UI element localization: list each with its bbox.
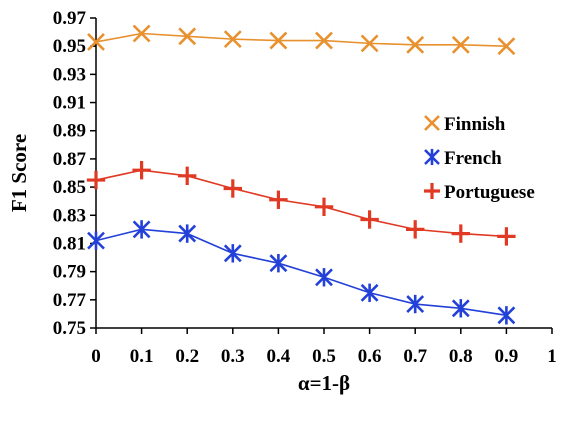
legend-marker-finnish (424, 115, 440, 131)
data-point-french (315, 268, 333, 287)
x-tick-label: 0.5 (312, 346, 336, 367)
data-point-finnish (360, 34, 379, 53)
data-point-portuguese (451, 224, 470, 243)
data-point-portuguese (132, 160, 151, 180)
x-tick-label: 0.2 (175, 346, 199, 367)
data-point-portuguese (86, 170, 106, 190)
series-line-french (95, 228, 507, 317)
data-point-finnish (451, 35, 470, 54)
data-point-french (497, 306, 516, 325)
y-tick-label: 0.75 (53, 318, 86, 339)
y-axis-title: F1 Score (7, 134, 31, 212)
data-point-finnish (132, 24, 151, 43)
x-tick-label: 0.3 (221, 346, 245, 367)
series-finnish (87, 24, 516, 56)
legend-label-finnish: Finnish (444, 114, 506, 135)
data-point-portuguese (497, 227, 516, 246)
legend-marker-french (424, 148, 440, 166)
x-tick-label: 0.1 (130, 346, 154, 367)
y-tick-label: 0.95 (53, 36, 86, 57)
data-point-french (406, 294, 425, 314)
y-tick-label: 0.79 (53, 262, 86, 283)
x-tick-label: 0.8 (449, 346, 473, 367)
data-point-french (132, 220, 151, 239)
x-tick-label: 0.4 (267, 346, 291, 367)
y-tick-label: 0.85 (53, 177, 86, 198)
data-point-finnish (315, 31, 333, 50)
legend: Finnish French Portuguese (423, 114, 535, 203)
data-point-french (360, 283, 379, 302)
legend-item-portuguese: Portuguese (423, 182, 535, 203)
data-point-finnish (497, 37, 516, 56)
y-tick-label: 0.81 (53, 233, 86, 254)
legend-label-portuguese: Portuguese (444, 182, 535, 203)
series-line-portuguese (95, 169, 507, 238)
y-tick-label: 0.93 (53, 64, 86, 85)
y-tick-label: 0.91 (53, 93, 86, 114)
y-tick-label: 0.83 (53, 205, 86, 226)
data-point-finnish (406, 35, 425, 54)
y-axis-ticks: 0.75 0.77 0.79 0.81 0.83 0.85 0.87 0.89 0.91 0.93… (53, 8, 96, 339)
data-point-french (223, 244, 242, 263)
x-tick-label: 0 (91, 346, 101, 367)
y-tick-label: 0.97 (53, 8, 87, 29)
x-axis-title: α=1-β (298, 371, 350, 395)
series-line-finnish (95, 32, 507, 47)
legend-marker-portuguese (423, 182, 441, 200)
x-tick-label: 1 (547, 346, 557, 367)
series-portuguese (86, 160, 516, 246)
data-point-finnish (178, 27, 197, 46)
series-group (86, 24, 516, 325)
data-point-french (87, 231, 105, 250)
data-point-french (178, 224, 197, 243)
legend-item-french: French (424, 148, 502, 169)
x-axis-ticks: 0 0.1 0.2 0.3 0.4 0.5 0.6 0.7 0.8 0.9 1 (91, 328, 557, 367)
y-tick-label: 0.89 (53, 121, 86, 142)
data-point-portuguese (360, 210, 379, 229)
data-point-french (451, 299, 470, 318)
y-tick-label: 0.77 (53, 290, 87, 311)
data-point-portuguese (223, 179, 242, 198)
data-point-finnish (223, 30, 242, 49)
x-tick-label: 0.6 (358, 346, 382, 367)
data-point-portuguese (406, 220, 425, 239)
legend-label-french: French (444, 148, 502, 169)
data-point-french (269, 253, 288, 273)
data-point-portuguese (314, 197, 334, 217)
legend-item-finnish: Finnish (424, 114, 506, 135)
x-tick-label: 0.9 (495, 346, 519, 367)
data-point-portuguese (178, 166, 197, 186)
y-tick-label: 0.87 (53, 149, 87, 170)
x-tick-label: 0.7 (403, 346, 427, 367)
series-french (87, 220, 516, 325)
data-point-portuguese (269, 190, 288, 209)
data-point-finnish (87, 33, 105, 51)
data-point-finnish (269, 31, 288, 50)
